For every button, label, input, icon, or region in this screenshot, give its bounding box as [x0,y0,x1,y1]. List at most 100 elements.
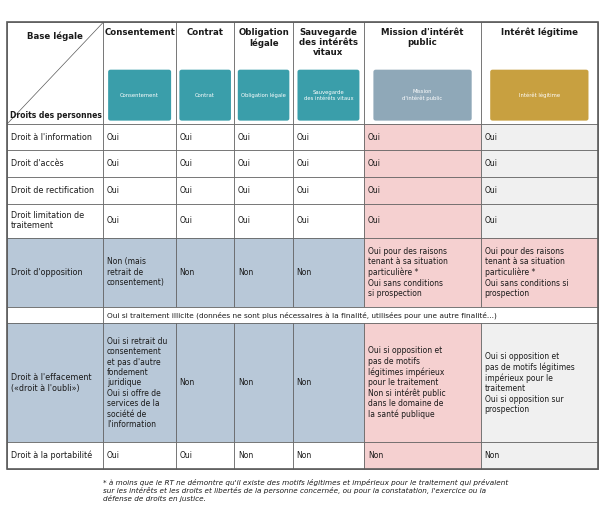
Text: Non: Non [485,451,500,460]
Text: Oui: Oui [368,132,381,142]
Text: Oui: Oui [238,186,251,195]
Text: Oui: Oui [180,451,192,460]
FancyBboxPatch shape [108,69,171,121]
Text: Non: Non [296,451,312,460]
Text: Oui si traitement illicite (données ne sont plus nécessaires à la finalité, util: Oui si traitement illicite (données ne s… [107,312,497,319]
Text: Oui: Oui [368,186,381,195]
Bar [176,177,234,204]
Bar [234,151,293,177]
Text: Oui: Oui [180,160,192,169]
Text: Oui: Oui [238,160,251,169]
Text: Droits des personnes: Droits des personnes [10,111,102,120]
Text: Non: Non [238,451,253,460]
Bar [293,177,364,204]
Bar [481,151,598,177]
Bar [234,323,293,443]
Text: Oui: Oui [107,132,120,142]
Bar [364,124,481,151]
FancyBboxPatch shape [490,69,589,121]
Bar [234,237,293,307]
Bar [481,323,598,443]
Text: Oui: Oui [296,160,309,169]
Text: Droit de rectification: Droit de rectification [11,186,94,195]
Text: Oui: Oui [485,216,497,225]
Text: Contrat: Contrat [187,28,224,37]
Bar [293,124,364,151]
Text: Non: Non [296,378,312,387]
Bar [176,237,234,307]
Bar [176,22,234,124]
Text: Oui: Oui [107,186,120,195]
Bar [7,237,103,307]
Text: Non: Non [368,451,383,460]
Bar [103,124,176,151]
Text: Non: Non [238,378,253,387]
Bar [103,323,176,443]
Text: Droit à l'information: Droit à l'information [11,132,92,142]
Text: Consentement: Consentement [104,28,175,37]
FancyBboxPatch shape [238,69,289,121]
Bar [176,124,234,151]
Text: Oui: Oui [180,132,192,142]
Bar [234,443,293,469]
Bar [7,307,103,323]
Bar [481,177,598,204]
Text: Oui si retrait du
consentement
et pas d'autre
fondement
juridique
Oui si offre d: Oui si retrait du consentement et pas d'… [107,337,168,429]
Text: Oui: Oui [238,216,251,225]
Bar [481,124,598,151]
Text: Droit d'accès: Droit d'accès [11,160,64,169]
Text: Oui: Oui [180,186,192,195]
Text: Oui: Oui [485,132,497,142]
Bar [364,151,481,177]
Text: Droit à l'effacement
(«droit à l'oubli»): Droit à l'effacement («droit à l'oubli») [11,373,91,393]
Text: Non (mais
retrait de
consentement): Non (mais retrait de consentement) [107,258,165,287]
Bar [7,177,103,204]
Text: Oui si opposition et
pas de motifs
légitimes impérieux
pour le traitement
Non si: Oui si opposition et pas de motifs légit… [368,346,445,419]
Bar [103,151,176,177]
Text: Sauvegarde
des intérêts vitaux: Sauvegarde des intérêts vitaux [304,90,353,101]
Text: Oui: Oui [368,216,381,225]
Bar [7,22,103,124]
Text: Mission d'intérêt
public: Mission d'intérêt public [381,28,464,47]
Bar [234,204,293,237]
Text: Non: Non [180,268,195,277]
Text: Oui: Oui [296,186,309,195]
Text: Oui: Oui [296,132,309,142]
Bar [481,204,598,237]
Text: * à moins que le RT ne démontre qu'il existe des motifs légitimes et impérieux p: * à moins que le RT ne démontre qu'il ex… [103,479,509,502]
Text: Intérêt légitime: Intérêt légitime [501,28,578,37]
Text: Sauvegarde
des intérêts
vitaux: Sauvegarde des intérêts vitaux [299,28,358,57]
Bar [7,22,598,469]
Text: Oui: Oui [296,216,309,225]
Text: Droit limitation de
traitement: Droit limitation de traitement [11,211,84,231]
Bar [234,177,293,204]
Text: Oui: Oui [238,132,251,142]
Bar [364,22,481,124]
Text: Consentement: Consentement [120,93,159,98]
Bar [7,204,103,237]
Text: Obligation
légale: Obligation légale [238,28,289,48]
Bar [481,237,598,307]
Bar [103,177,176,204]
Bar [364,237,481,307]
Text: Oui si opposition et
pas de motifs légitimes
impérieux pour le
traitement
Oui si: Oui si opposition et pas de motifs légit… [485,352,574,414]
Text: Non: Non [296,268,312,277]
FancyBboxPatch shape [180,69,231,121]
Text: Mission
d'intérêt public: Mission d'intérêt public [402,90,443,101]
Text: Droit d'opposition: Droit d'opposition [11,268,82,277]
Bar [103,307,598,323]
Bar [293,323,364,443]
Bar [293,237,364,307]
Text: Oui: Oui [107,216,120,225]
Bar [176,204,234,237]
Text: Oui pour des raisons
tenant à sa situation
particulière *
Oui sans conditions si: Oui pour des raisons tenant à sa situati… [485,247,568,298]
Bar [481,443,598,469]
Text: Oui: Oui [485,186,497,195]
Bar [234,22,293,124]
FancyBboxPatch shape [373,69,472,121]
Text: Oui: Oui [485,160,497,169]
Bar [7,323,103,443]
Text: Oui pour des raisons
tenant à sa situation
particulière *
Oui sans conditions
si: Oui pour des raisons tenant à sa situati… [368,247,448,298]
Bar [7,124,103,151]
Bar [293,204,364,237]
